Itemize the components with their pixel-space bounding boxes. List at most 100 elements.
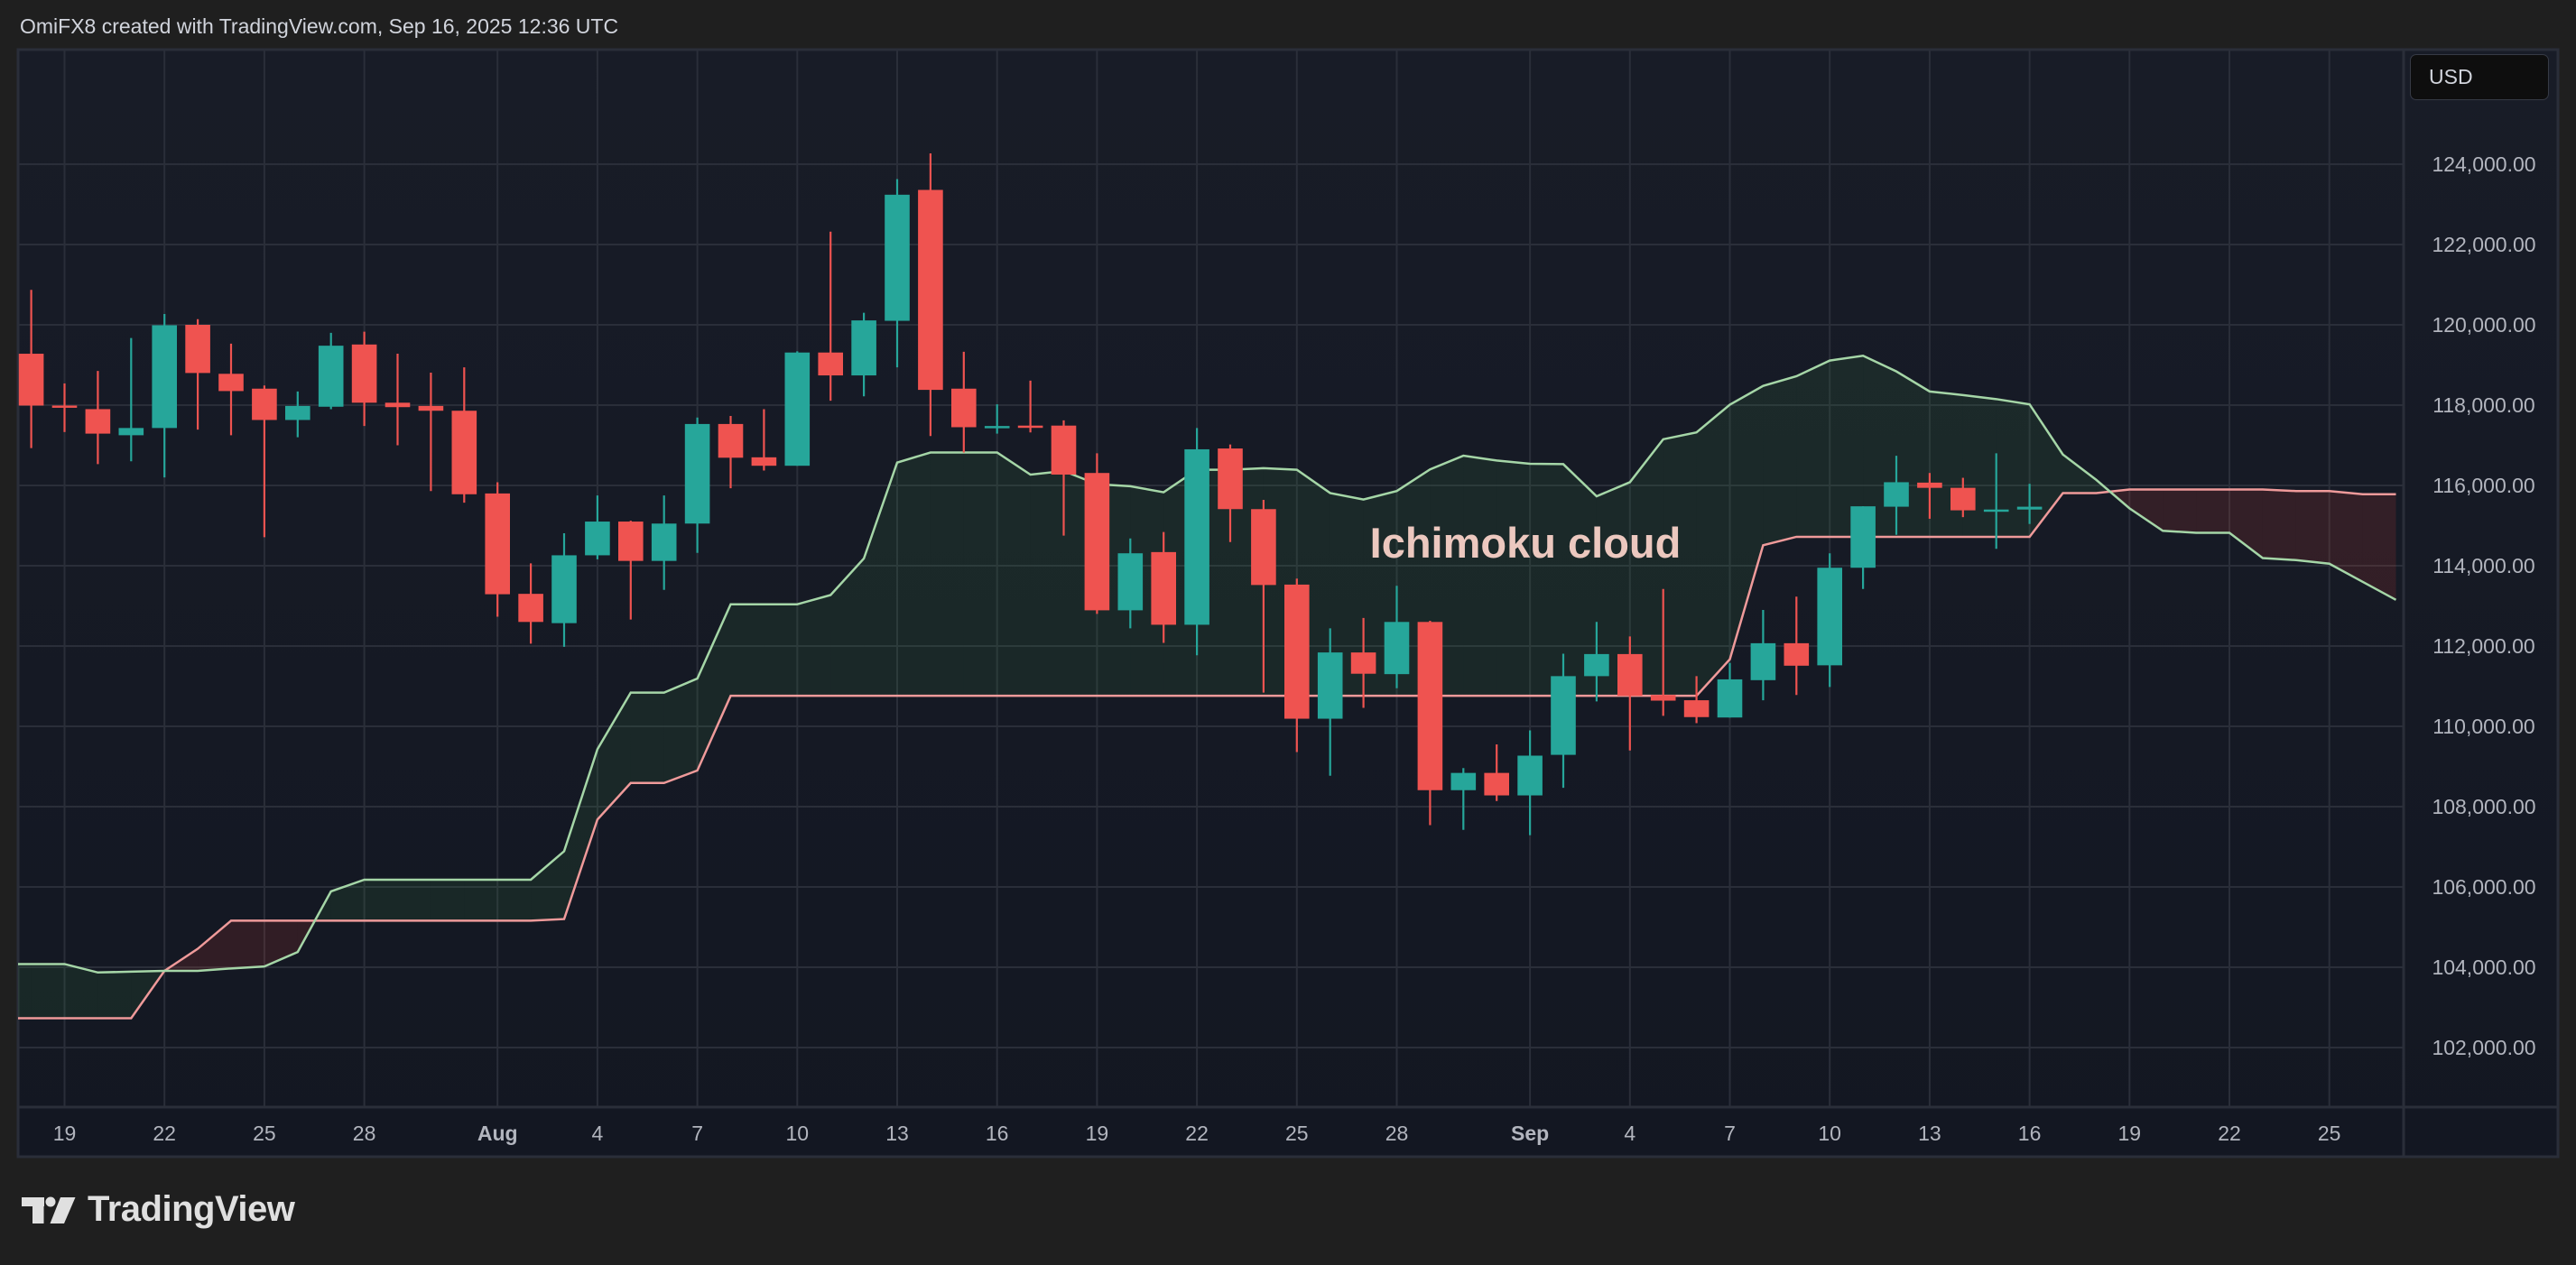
candle-body [651,523,677,561]
ichimoku-cloud-annotation: Ichimoku cloud [1370,519,1682,567]
cloud-segment-bullish [1130,485,1164,697]
candle-bearish [1084,453,1110,614]
price-tick-label: 106,000.00 [2432,875,2535,899]
candle-body [1683,700,1710,717]
candle-body [1917,482,1942,488]
candle-body [218,374,244,392]
candle-body [984,426,1010,429]
price-tick-label: 124,000.00 [2432,152,2535,176]
candle-bearish [751,409,777,471]
cloud-segment-bearish [231,920,264,969]
candle-body [684,423,710,524]
time-tick-label: Aug [477,1122,518,1145]
candle-bullish [118,337,144,462]
candle-bullish [1551,653,1576,789]
cloud-segment-bullish [996,452,1031,697]
time-tick-label: 13 [885,1122,909,1145]
candle-body [351,344,377,403]
candle-bullish [1117,538,1144,629]
price-axis[interactable]: 124,000.00 122,000.00 120,000.00 118,000.00… [2432,152,2535,1059]
candle-bearish [485,482,510,617]
candle-body [1184,448,1209,625]
candle-body [1450,772,1477,790]
candle-bearish [18,290,44,448]
candle-bullish [1450,768,1477,830]
candle-body [618,522,644,561]
cloud-segment-bearish [198,920,231,972]
candle-body [1551,676,1576,755]
candle-bullish [1884,456,1909,535]
candle-body [1284,584,1310,719]
cloud-segment-bullish [1763,375,1797,546]
candle-bearish [85,371,111,465]
candle-body [851,320,876,376]
candle-body [1784,642,1810,666]
candle-bearish [1218,444,1243,542]
price-tick-label: 116,000.00 [2432,474,2534,497]
candle-body [784,352,811,466]
cloud-segment-bullish [697,604,731,771]
candle-bearish [1617,636,1643,751]
time-tick-label: 22 [2218,1122,2241,1145]
candle-body [1817,568,1842,666]
candle-bullish [651,495,677,590]
time-tick-label: 4 [592,1122,604,1145]
cloud-segment-bullish [1629,439,1663,697]
candle-bearish [1017,380,1043,433]
candle-bearish [1350,617,1376,708]
price-tick-label: 102,000.00 [2432,1036,2535,1059]
candle-bullish [1750,609,1776,701]
cloud-segment-bullish [1530,463,1563,697]
cloud-segment-bearish [2295,491,2330,564]
candle-body [1884,482,1909,507]
candle-body [285,405,310,420]
time-tick-label: 7 [691,1122,703,1145]
candle-bullish [1817,553,1842,688]
candle-body [818,352,843,376]
candle-body [718,423,744,458]
time-tick-label: Sep [1511,1122,1549,1145]
cloud-segment-bullish [397,879,431,921]
cloud-segment-bullish [1330,493,1364,697]
cloud-segment-bullish [1896,371,1930,537]
candle-body [951,388,977,428]
candle-body [418,405,444,411]
candle-bullish [551,532,577,647]
candle-body [185,325,210,374]
cloud-segment-bearish [2262,489,2296,560]
candle-bullish [318,332,344,410]
candle-body [1084,473,1110,611]
cloud-segment-bullish [497,879,532,921]
cloud-segment-bearish [2196,489,2229,533]
candle-body [118,428,144,436]
candle-bearish [1917,473,1942,519]
cloud-segment-bullish [18,964,32,1019]
candle-body [85,409,111,434]
time-tick-label: 7 [1724,1122,1736,1145]
candle-bearish [385,354,411,446]
price-tick-label: 118,000.00 [2432,393,2534,417]
candle-body [1251,509,1276,586]
candle-body [1350,652,1376,674]
candle-body [1317,652,1343,719]
candle-body [1051,425,1077,475]
time-tick-label: 19 [53,1122,77,1145]
candle-body [385,402,411,408]
candle-bearish [51,383,78,432]
candle-bearish [1151,531,1176,643]
candle-bullish [1717,662,1743,718]
time-axis[interactable]: 19 22 25 28 Aug 4 7 10 13 16 19 22 25 28 Sep 4 7 10 13 16 19… [53,1122,2341,1145]
candle-bullish [784,351,811,466]
cloud-segment-bullish [963,452,997,697]
candle-body [751,457,777,466]
cloud-segment-bullish [1796,360,1830,537]
tradingview-logo-icon [22,1196,76,1223]
candle-bearish [818,231,843,402]
cloud-segment-bullish [630,692,664,783]
currency-button[interactable]: USD [2410,54,2549,100]
candle-body [585,522,610,556]
cloud-segment-bullish [663,679,698,783]
cloud-segment-bullish [1962,394,1997,537]
